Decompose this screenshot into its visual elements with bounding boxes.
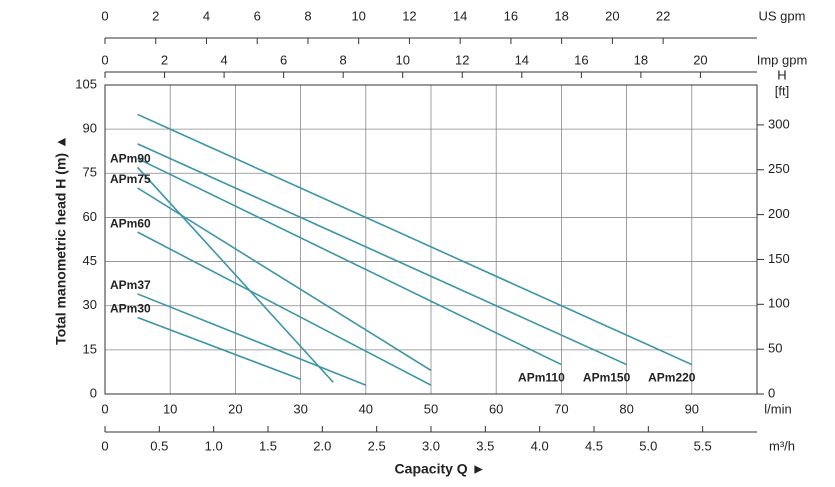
curve [137, 166, 334, 383]
curve [137, 231, 432, 386]
secondary-tick-label: 20 [605, 8, 619, 23]
secondary-tick-label: 4 [203, 8, 210, 23]
secondary-tick-label: 22 [656, 8, 670, 23]
series-label: APm37 [110, 278, 151, 292]
series-label: APm75 [110, 172, 151, 186]
series-label: APm60 [110, 216, 151, 230]
series-label: APm150 [583, 371, 631, 385]
y2-tick-label: 0 [768, 385, 775, 400]
secondary-tick-label: 16 [574, 52, 588, 67]
secondary-tick-label: 18 [634, 52, 648, 67]
x-tick-label: 10 [163, 401, 177, 416]
y2-tick-label: 50 [768, 341, 782, 356]
x-tick-label: 90 [685, 401, 699, 416]
secondary-tick-label: 8 [340, 52, 347, 67]
y2-label: H [777, 67, 786, 82]
curve [137, 143, 627, 366]
y2-tick-label: 300 [768, 116, 790, 131]
y2-tick-label: 100 [768, 296, 790, 311]
y2-tick-label: 200 [768, 206, 790, 221]
curve [137, 113, 693, 366]
secondary-tick-label: 0 [101, 8, 108, 23]
secondary-tick-label: 8 [304, 8, 311, 23]
curve [137, 293, 367, 386]
secondary-tick-label: 0 [101, 52, 108, 67]
secondary-tick-label: 10 [395, 52, 409, 67]
secondary-axis-label: Imp gpm [757, 52, 808, 67]
y2-tick-label: 150 [768, 251, 790, 266]
secondary-tick-label: 2 [161, 52, 168, 67]
y-tick-label: 30 [83, 297, 97, 312]
x-tick-label: 80 [619, 401, 633, 416]
secondary-tick-label: 20 [693, 52, 707, 67]
secondary-tick-label: 10 [351, 8, 365, 23]
y-tick-label: 45 [83, 253, 97, 268]
y2-tick-label: 250 [768, 161, 790, 176]
secondary-tick-label: 12 [455, 52, 469, 67]
y-tick-label: 60 [83, 209, 97, 224]
curve [137, 316, 301, 381]
x-axis-title: Capacity Q ► [395, 461, 486, 477]
secondary-tick-label: 4 [220, 52, 227, 67]
x-tick-label: 40 [359, 401, 373, 416]
secondary-tick-label: 3.5 [476, 438, 494, 453]
secondary-tick-label: 4.5 [585, 438, 603, 453]
x-tick-label: 0 [101, 401, 108, 416]
x-tick-label: 70 [554, 401, 568, 416]
y-tick-label: 105 [75, 76, 97, 91]
x-tick-label: 30 [293, 401, 307, 416]
y-tick-label: 90 [83, 121, 97, 136]
secondary-tick-label: 6 [280, 52, 287, 67]
secondary-tick-label: 12 [402, 8, 416, 23]
secondary-tick-label: 4.0 [531, 438, 549, 453]
y-tick-label: 75 [83, 165, 97, 180]
y-axis-title: Total manometric head H (m) ▲ [53, 135, 69, 345]
secondary-tick-label: 1.0 [205, 438, 223, 453]
series-label: APm30 [110, 302, 151, 316]
secondary-tick-label: 2.5 [368, 438, 386, 453]
curve [137, 157, 562, 366]
secondary-tick-label: 0.5 [150, 438, 168, 453]
x-tick-label: 60 [489, 401, 503, 416]
secondary-tick-label: 14 [453, 8, 467, 23]
series-label: APm110 [518, 371, 565, 385]
series-label: APm90 [110, 152, 151, 166]
y2-label: [ft] [775, 83, 789, 98]
secondary-tick-label: 0 [101, 438, 108, 453]
curve [137, 187, 432, 372]
secondary-tick-label: 2 [152, 8, 159, 23]
series-label: APm220 [648, 371, 696, 385]
secondary-tick-label: 3.0 [422, 438, 440, 453]
secondary-tick-label: 2.0 [313, 438, 331, 453]
x-tick-label: 50 [424, 401, 438, 416]
y-tick-label: 15 [83, 341, 97, 356]
secondary-axis-label: US gpm [759, 8, 806, 23]
secondary-tick-label: 14 [515, 52, 529, 67]
plot-frame [104, 84, 758, 395]
secondary-tick-label: 5.5 [694, 438, 712, 453]
secondary-tick-label: 16 [504, 8, 518, 23]
x-tick-label: 20 [228, 401, 242, 416]
secondary-tick-label: 18 [554, 8, 568, 23]
x-unit: l/min [764, 401, 791, 416]
secondary-axis-label: m³/h [769, 438, 795, 453]
secondary-tick-label: 6 [254, 8, 261, 23]
secondary-tick-label: 5.0 [639, 438, 657, 453]
y-tick-label: 0 [90, 385, 97, 400]
secondary-tick-label: 1.5 [259, 438, 277, 453]
